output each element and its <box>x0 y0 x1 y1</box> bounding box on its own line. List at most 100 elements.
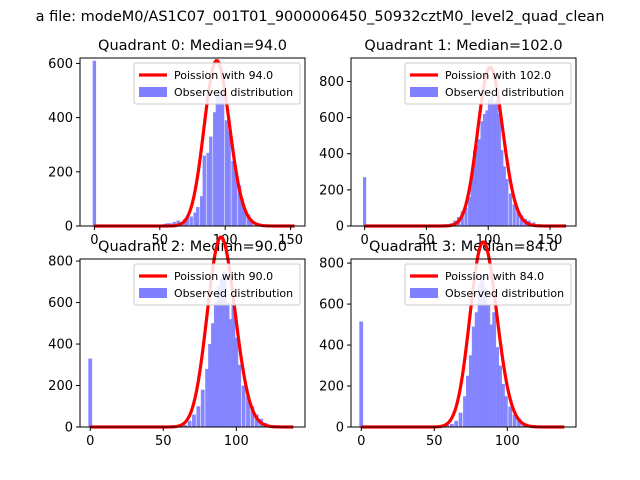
quadrant-2-hist-bar-22 <box>250 406 255 427</box>
quadrant-3-ytick-label-2: 400 <box>319 339 344 354</box>
quadrant-0-hist-bar-26 <box>240 198 244 226</box>
quadrant-0-legend-label-observed: Observed distribution <box>174 86 293 99</box>
quadrant-1-hist-bar-15 <box>477 139 482 226</box>
quadrant-3-hist-bar-4 <box>449 423 454 427</box>
quadrant-1-title: Quadrant 1: Median=102.0 <box>364 38 562 54</box>
quadrant-1-xtick-label-3: 150 <box>538 233 563 248</box>
quadrant-1-hist-bar-19 <box>487 99 492 226</box>
quadrant-0-hist-bar-25 <box>237 185 242 226</box>
quadrant-0-ytick-label-3: 600 <box>48 57 73 72</box>
quadrant-0-hist-bar-28 <box>247 215 251 226</box>
quadrant-2-hist-bar-9 <box>208 344 212 427</box>
quadrant-1-hist-bar-12 <box>470 175 474 226</box>
quadrant-3-hist-bar-3 <box>445 424 450 427</box>
quadrant-2-legend: Poission with 90.0 Observed distribution <box>133 263 301 306</box>
quadrant-0-axes-frame <box>79 57 306 227</box>
quadrant-2-legend-label-poisson: Poission with 90.0 <box>174 270 273 283</box>
quadrant-1-legend-bar-swatch <box>410 87 438 97</box>
quadrant-3-legend-box <box>404 263 572 306</box>
quadrant-2-hist-bar-17 <box>231 302 236 427</box>
quadrant-0-hist-bar-22 <box>227 131 231 226</box>
quadrant-3-ytick-label-1: 200 <box>319 380 344 395</box>
quadrant-1-hist-bar-23 <box>497 114 501 226</box>
quadrant-3-ytick-label-4: 800 <box>319 257 344 272</box>
quadrant-0-ytick-label-0: 0 <box>65 220 73 235</box>
quadrant-3-hist-bar-7 <box>463 396 467 427</box>
quadrant-0-hist-bar-23 <box>231 160 235 226</box>
quadrant-3-xtick-label-0: 0 <box>357 434 365 449</box>
quadrant-0-hist-bar-15 <box>206 152 210 226</box>
quadrant-3-hist-bar-12 <box>477 283 482 427</box>
quadrant-2-panel: Quadrant 2: Median=90.00 50 10002004006008… <box>48 235 306 449</box>
quadrant-0-hist-bar-18 <box>215 95 220 226</box>
quadrant-1-legend-label-observed: Observed distribution <box>445 86 564 99</box>
quadrant-3-hist-bar-13 <box>480 275 485 427</box>
quadrant-0-hist-bar-13 <box>199 196 204 226</box>
quadrant-0-legend-label-poisson: Poission with 94.0 <box>174 69 273 82</box>
quadrant-0-legend-bar-swatch <box>139 87 167 97</box>
quadrant-1-hist-bar-20 <box>490 95 494 226</box>
quadrant-1-xtick-label-1: 50 <box>418 233 435 248</box>
quadrant-2-hist-bar-10 <box>211 323 215 427</box>
quadrant-3-hist-bar-0 <box>359 321 364 427</box>
quadrant-2-hist-bar-0 <box>88 358 93 427</box>
quadrant-3-ytick-label-0: 0 <box>336 421 344 436</box>
quadrant-3-hist-bar-11 <box>474 312 479 427</box>
quadrant-1-legend: Poission with 102.0 Observed distribution <box>404 62 572 105</box>
quadrant-0-xtick-label-0: 0 <box>90 233 98 248</box>
quadrant-1-hist-bar-0 <box>362 177 367 226</box>
quadrant-3-panel: Quadrant 3: Median=84.0 0 50 100 0 200 400 600 8… <box>319 239 577 449</box>
quadrant-0-panel: Quadrant 0: Median=94.00 50 100 15002004006… <box>48 38 306 248</box>
quadrant-3-xtick-label-1: 50 <box>426 434 443 449</box>
quadrant-2-ytick-label-2: 400 <box>48 338 73 353</box>
quadrant-0-xtick-label-1: 50 <box>152 233 169 248</box>
quadrant-2-hist-bar-11 <box>213 302 218 427</box>
quadrant-2-hist-bar-4 <box>187 420 192 427</box>
quadrant-2-legend-label-observed: Observed distribution <box>174 287 293 300</box>
quadrant-3-hist-bar-5 <box>454 420 459 427</box>
quadrant-2-hist-bar-20 <box>241 385 246 427</box>
quadrant-1-hist-bar-26 <box>505 179 509 226</box>
quadrant-2-ytick-label-3: 600 <box>48 296 73 311</box>
quadrant-3-hist-bar-19 <box>498 365 502 427</box>
quadrant-1-hist-bar-9 <box>460 211 464 226</box>
quadrant-3-hist-bar-10 <box>471 326 476 427</box>
quadrant-1-legend-box <box>404 62 572 105</box>
quadrant-2-hist-bar-14 <box>222 271 227 427</box>
quadrant-2-hist-bar-19 <box>237 364 242 427</box>
quadrant-1-hist-bar-16 <box>480 121 484 226</box>
quadrant-1-hist-bar-11 <box>468 197 472 226</box>
quadrant-2-hist-bar-18 <box>234 337 239 427</box>
quadrant-3-hist-bar-14 <box>483 287 488 427</box>
quadrant-3-hist-bar-16 <box>489 324 494 427</box>
quadrant-3-hist-bar-9 <box>468 355 473 427</box>
quadrant-0-hist-bar-12 <box>196 207 200 226</box>
quadrant-1-hist-bar-29 <box>516 209 520 226</box>
quadrant-3-legend-bar-swatch <box>410 288 438 298</box>
quadrant-1-hist-bar-28 <box>512 204 516 226</box>
quadrant-0-title: Quadrant 0: Median=94.0 <box>98 38 287 54</box>
quadrant-2-hist-bar-12 <box>216 285 221 427</box>
quadrant-1-ytick-label-0: 0 <box>336 220 344 235</box>
quadrant-3-ytick-label-3: 600 <box>319 298 344 313</box>
quadrant-0-hist-bar-20 <box>220 93 225 227</box>
quadrant-1-ytick-label-1: 200 <box>319 183 344 198</box>
quadrant-2-hist-bar-21 <box>246 395 250 427</box>
quadrant-1-hist-bar-18 <box>485 110 489 226</box>
quadrant-3-axes-frame <box>350 258 577 428</box>
quadrant-0-xtick-label-3: 150 <box>278 233 303 248</box>
quadrant-2-hist-bar-13 <box>219 277 224 427</box>
quadrant-0-hist-bar-19 <box>218 90 222 226</box>
quadrant-3-hist-bar-20 <box>501 383 505 427</box>
quadrant-2-hist-bar-3 <box>183 424 188 427</box>
quadrant-0-hist-bar-10 <box>189 216 193 226</box>
quadrant-0-hist-bar-0 <box>92 60 97 226</box>
quadrant-1-ytick-label-2: 400 <box>319 147 344 162</box>
quadrant-3-hist-bar-23 <box>512 414 517 427</box>
quadrant-2-ytick-label-4: 800 <box>48 255 73 270</box>
quadrant-0-legend-box <box>133 62 301 105</box>
quadrant-3-legend-label-observed: Observed distribution <box>445 287 564 300</box>
quadrant-3-hist-bar-24 <box>517 418 521 427</box>
quadrant-0-hist-bar-29 <box>249 220 254 226</box>
